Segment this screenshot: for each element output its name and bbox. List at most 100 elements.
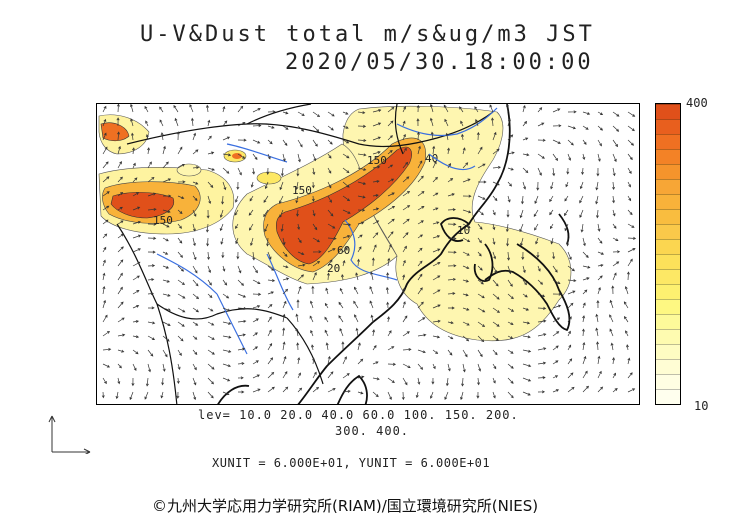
wind-arrow: [147, 161, 152, 169]
wind-arrow: [280, 223, 284, 232]
wind-arrow: [222, 105, 226, 113]
wind-arrow: [267, 386, 275, 393]
wind-arrow: [297, 251, 305, 256]
wind-arrow: [222, 265, 226, 272]
wind-arrow: [237, 138, 247, 142]
wind-arrow: [102, 330, 110, 337]
wind-arrow: [492, 251, 497, 260]
wind-arrow: [102, 219, 109, 225]
wind-arrow: [506, 210, 510, 218]
dust-peak-northwest: [100, 122, 130, 142]
wind-arrow: [357, 111, 366, 115]
wind-arrow: [249, 223, 254, 231]
wind-arrow: [402, 190, 411, 197]
wind-arrow: [252, 139, 261, 144]
wind-arrow: [507, 265, 512, 275]
wind-arrow: [162, 265, 170, 269]
wind-arrow: [582, 153, 586, 160]
wind-arrow: [192, 279, 199, 287]
wind-arrow: [432, 319, 441, 323]
wind-arrow: [521, 251, 525, 261]
wind-arrow: [489, 104, 494, 113]
wind-arrow: [354, 314, 359, 323]
wind-arrow: [552, 304, 562, 309]
wind-arrow: [415, 391, 419, 399]
wind-arrow: [221, 251, 225, 259]
colorbar-segment: [656, 179, 680, 194]
wind-arrow: [162, 223, 170, 228]
wind-arrow: [161, 377, 165, 386]
wind-arrow: [130, 118, 134, 127]
wind-arrow: [582, 355, 587, 365]
wind-arrow: [117, 246, 124, 253]
wind-arrow: [327, 209, 334, 217]
wind-arrow: [507, 307, 515, 312]
wind-arrow: [492, 148, 500, 155]
wind-arrow: [340, 273, 344, 281]
wind-arrow: [387, 106, 395, 113]
wind-arrow: [536, 181, 540, 191]
wind-arrow: [177, 251, 183, 258]
wind-arrow: [192, 363, 197, 371]
wind-arrow: [567, 265, 575, 272]
wind-arrow: [507, 349, 514, 354]
wind-arrow: [267, 329, 272, 337]
wind-arrow: [312, 271, 317, 281]
wind-arrow: [222, 136, 231, 141]
wind-arrow: [267, 342, 273, 351]
wind-arrow: [342, 235, 351, 239]
wind-arrow: [177, 146, 183, 155]
wind-arrow: [129, 391, 134, 401]
wind-arrow: [372, 377, 380, 381]
wind-arrow: [447, 147, 451, 155]
wind-arrow: [327, 181, 332, 189]
wind-arrow: [582, 111, 591, 115]
wind-arrow: [357, 195, 366, 199]
wind-arrow: [357, 358, 364, 365]
wind-arrow: [417, 333, 427, 337]
wind-arrow: [282, 153, 286, 162]
wind-arrow: [552, 167, 556, 177]
wind-arrow: [609, 328, 614, 337]
wind-arrow: [507, 363, 514, 369]
wind-arrow: [432, 145, 436, 155]
wind-arrow: [626, 271, 630, 281]
wind-arrow: [297, 285, 302, 295]
wind-arrow: [282, 237, 286, 246]
wind-arrow: [522, 181, 527, 190]
wind-arrow: [582, 125, 589, 130]
wind-arrow: [221, 195, 225, 205]
wind-arrow: [327, 355, 331, 365]
wind-arrow: [117, 192, 124, 197]
wind-arrow: [462, 251, 470, 256]
wind-arrow: [369, 300, 374, 309]
dust-map-panel: 150 150 150 60 20 40 10: [96, 103, 640, 405]
wind-arrow: [447, 291, 456, 295]
wind-arrow: [102, 377, 107, 385]
wind-arrow: [565, 181, 569, 188]
wind-arrow: [522, 279, 527, 286]
wind-arrow: [492, 321, 500, 327]
wind-arrow: [507, 251, 511, 261]
dust-patch: [256, 171, 282, 185]
wind-arrow: [353, 286, 359, 295]
wind-arrow: [297, 387, 303, 393]
wind-arrow: [522, 153, 530, 157]
wind-arrow: [492, 391, 496, 399]
wind-arrow: [162, 349, 168, 358]
wind-arrow: [280, 167, 284, 177]
wind-arrow: [522, 307, 530, 311]
contour-levels-line1: lev= 10.0 20.0 40.0 60.0 100. 150. 200.: [198, 408, 519, 422]
wind-arrow: [522, 363, 532, 368]
wind-arrow: [236, 181, 240, 190]
wind-arrow: [505, 223, 509, 233]
wind-arrow: [207, 307, 214, 312]
wind-arrow: [117, 363, 122, 369]
wind-arrow: [477, 223, 483, 230]
wind-arrow: [252, 318, 259, 323]
wind-arrow: [552, 124, 562, 128]
wind-arrow: [192, 391, 197, 401]
wind-arrow: [205, 223, 209, 233]
wind-arrow: [147, 335, 156, 340]
wind-arrow: [117, 131, 121, 141]
